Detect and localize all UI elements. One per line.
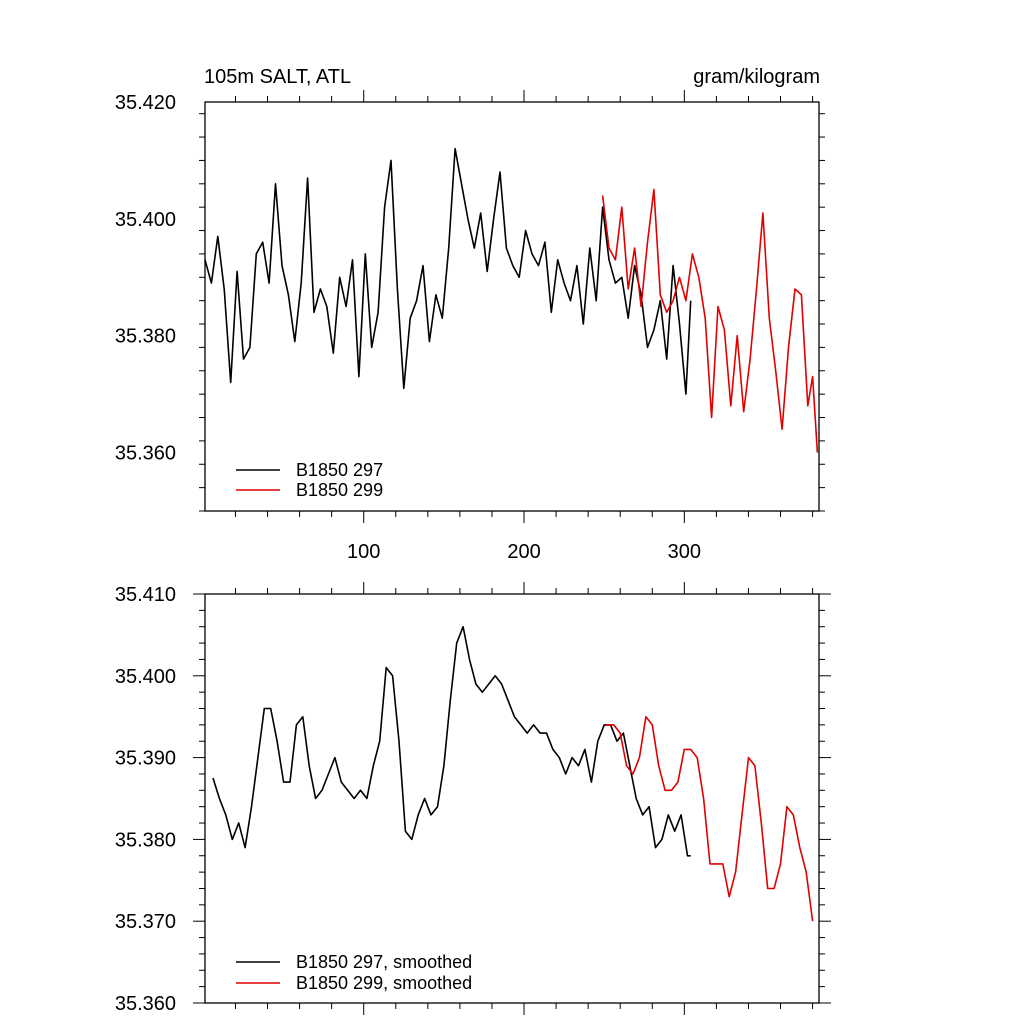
legend-label: B1850 299 xyxy=(296,480,383,500)
series-line-b1850-299 xyxy=(601,188,819,453)
bottom-chart-y-tick-labels: 35.360 35.370 35.380 35.390 35.400 35.410 xyxy=(115,584,176,1015)
bottom-chart-panel: 35.360 35.370 35.380 35.390 35.400 35.410 B18… xyxy=(115,582,831,1015)
top-chart-panel: 105m SALT, ATL gram/kilogram 35.360 35.38… xyxy=(115,66,825,563)
top-chart-series-lines xyxy=(204,147,819,453)
series-line-b1850-299-smoothed xyxy=(605,715,814,922)
x-tick-label: 300 xyxy=(668,541,701,563)
y-tick-label: 35.400 xyxy=(115,666,176,688)
top-chart-ticks xyxy=(199,90,825,523)
y-tick-label: 35.360 xyxy=(115,443,176,465)
bottom-chart-series-lines xyxy=(212,625,814,922)
bottom-chart-ticks xyxy=(193,582,831,1015)
legend-label: B1850 297, smoothed xyxy=(296,952,472,972)
units-label: gram/kilogram xyxy=(693,66,820,88)
series-line-b1850-297 xyxy=(204,147,692,395)
y-tick-label: 35.390 xyxy=(115,748,176,770)
series-line-b1850-297-smoothed xyxy=(212,625,691,857)
bottom-chart-plot-frame xyxy=(204,593,820,1004)
y-tick-label: 35.400 xyxy=(115,209,176,231)
y-tick-label: 35.360 xyxy=(115,993,176,1015)
y-tick-label: 35.370 xyxy=(115,911,176,933)
top-chart-plot-frame xyxy=(204,101,820,512)
x-tick-label: 200 xyxy=(507,541,540,563)
top-chart-y-tick-labels: 35.360 35.380 35.400 35.420 xyxy=(115,92,176,465)
top-chart-x-tick-labels: 100 200 300 xyxy=(347,541,701,563)
y-tick-label: 35.380 xyxy=(115,326,176,348)
legend-label: B1850 297 xyxy=(296,460,383,480)
legend-label: B1850 299, smoothed xyxy=(296,973,472,993)
y-tick-label: 35.380 xyxy=(115,829,176,851)
chart-title: 105m SALT, ATL xyxy=(204,66,351,88)
y-tick-label: 35.420 xyxy=(115,92,176,114)
x-tick-label: 100 xyxy=(347,541,380,563)
y-tick-label: 35.410 xyxy=(115,584,176,606)
